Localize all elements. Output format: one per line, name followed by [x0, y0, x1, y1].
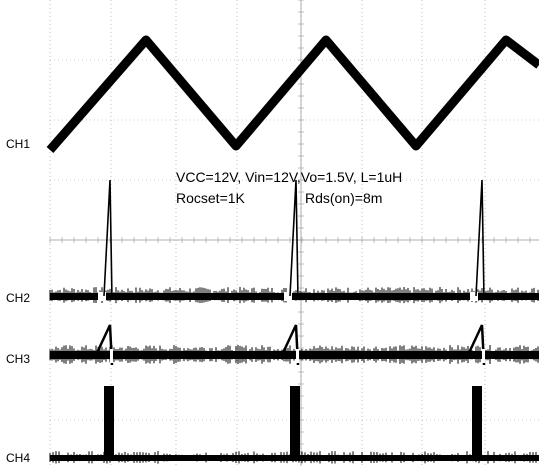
ch2-gap	[470, 292, 478, 301]
channel-label-ch1: CH1	[6, 137, 30, 151]
ch3-gap	[110, 349, 113, 363]
ch1-triangle-trace	[46, 35, 539, 153]
annotation-conditions: VCC=12V, Vin=12V,Vo=1.5V, L=1uH	[176, 169, 402, 185]
ch2-spike	[103, 179, 113, 300]
channel-label-ch3: CH3	[6, 352, 30, 366]
ch4-pulse	[472, 386, 482, 458]
annotation-rdson: Rds(on)=8m	[305, 190, 382, 206]
ch4-pulse	[104, 386, 114, 458]
channel-label-ch2: CH2	[6, 291, 30, 305]
ch2-gap	[284, 292, 292, 301]
ch4-pulse	[290, 386, 300, 458]
ch3-gap	[482, 349, 485, 363]
ch3-gap	[296, 349, 299, 363]
ch2-gap	[98, 292, 106, 301]
channel-label-ch4: CH4	[6, 451, 30, 465]
traces	[46, 35, 539, 464]
annotation-rocset: Rocset=1K	[176, 190, 246, 206]
ch2-spike	[289, 179, 299, 300]
ch2-spike	[475, 179, 485, 300]
